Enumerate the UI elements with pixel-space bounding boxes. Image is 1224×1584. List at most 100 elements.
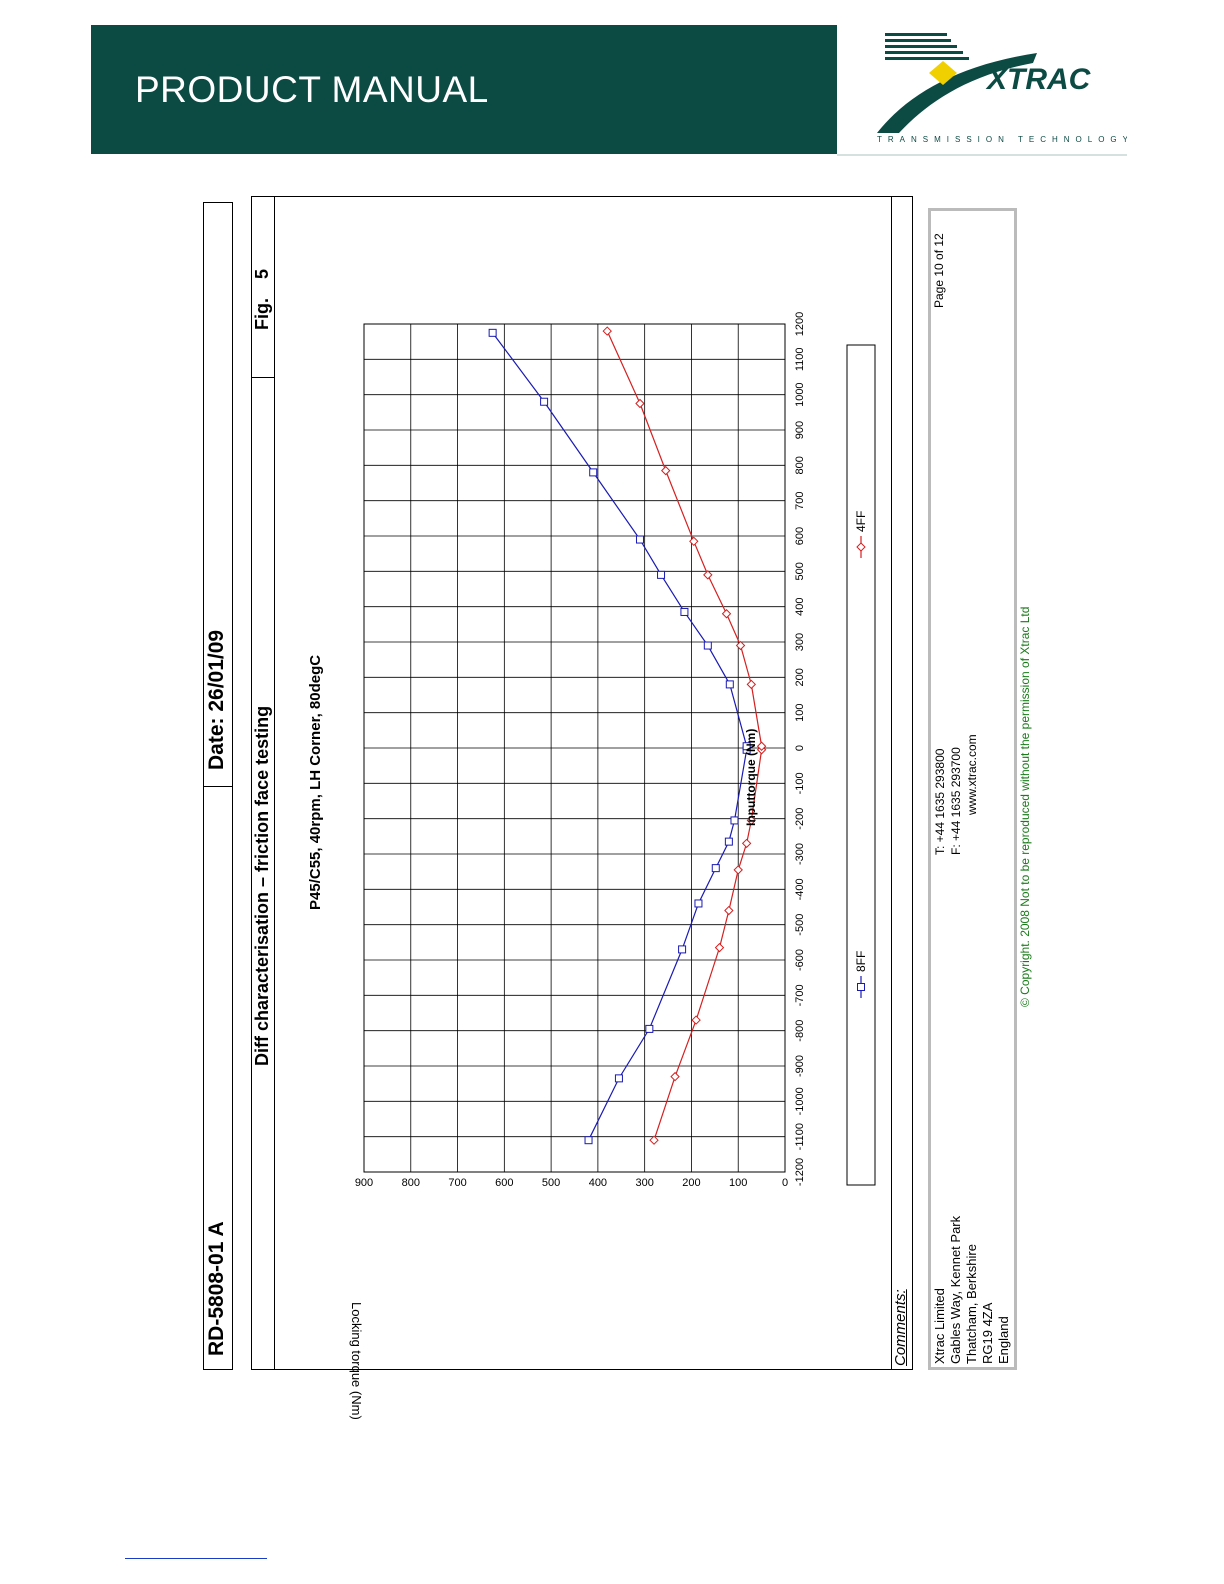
y-tick-label: 400: [589, 1177, 607, 1189]
data-point-4FF: [602, 326, 612, 336]
data-point-8FF: [680, 607, 689, 616]
footer-web: www.xtrac.com: [965, 734, 979, 815]
footer-contact: T: +44 1635 293800 F: +44 1635 293700 ww…: [932, 734, 980, 855]
data-point-4FF: [635, 398, 645, 409]
y-tick-label: 900: [355, 1177, 373, 1189]
y-tick-label: 800: [402, 1177, 420, 1189]
x-tick-label: 300: [794, 633, 806, 651]
xtrac-logo-graphic: XTRAC TRANSMISSION TECHNOLOGY: [877, 33, 1127, 144]
x-tick-label: -1000: [794, 1087, 806, 1115]
data-point-4FF: [670, 1071, 680, 1082]
comments-line: [891, 196, 892, 1370]
x-tick-label: -1100: [794, 1123, 806, 1150]
chart-series: [488, 326, 767, 1145]
x-tick-label: 800: [794, 456, 806, 474]
chart-xlabel: Inputtorque (Nm): [744, 728, 758, 826]
data-point-4FF: [735, 640, 746, 651]
banner-title: PRODUCT MANUAL: [135, 69, 489, 110]
data-point-8FF: [589, 468, 598, 477]
chart-ylabel: Locking torque (Nm): [349, 1302, 364, 1420]
footer-page: Page 10 of 12: [932, 233, 946, 308]
y-tick-label: 0: [782, 1177, 788, 1189]
logo-diamond: [929, 61, 957, 85]
x-tick-label: 900: [794, 421, 806, 439]
data-point-8FF: [742, 742, 751, 751]
chart-title: P45/C55, 40rpm, LH Corner, 80degC: [307, 654, 324, 910]
data-point-4FF: [689, 536, 699, 547]
address-line: Thatcham, Berkshire: [964, 1244, 979, 1364]
data-point-8FF: [724, 837, 733, 846]
x-tick-label: -300: [794, 843, 806, 865]
legend-marker-4FF: [856, 542, 866, 552]
data-point-4FF: [724, 905, 734, 916]
data-point-8FF: [730, 816, 739, 825]
x-tick-label: -600: [794, 949, 806, 971]
fig-number: 5: [252, 268, 272, 279]
address-line: Xtrac Limited: [932, 1288, 947, 1364]
data-point-4FF: [741, 838, 752, 849]
x-tick-label: 200: [794, 668, 806, 686]
chart-legend: 8FF 4FF: [854, 511, 868, 998]
logo-tagline: TRANSMISSION TECHNOLOGY: [877, 135, 1127, 144]
x-tick-label: 0: [794, 745, 806, 751]
y-tick-label: 500: [542, 1177, 560, 1189]
x-tick-label: -500: [794, 914, 806, 936]
address-line: England: [996, 1316, 1011, 1364]
data-point-4FF: [661, 465, 671, 476]
data-point-8FF: [645, 1024, 654, 1033]
data-point-4FF: [746, 679, 757, 690]
data-point-4FF: [746, 815, 757, 826]
x-tick-label: 1100: [794, 348, 806, 372]
y-tick-label: 300: [635, 1177, 653, 1189]
x-tick-label: -1200: [794, 1158, 806, 1186]
data-point-8FF: [540, 397, 549, 406]
x-tick-label: 600: [794, 527, 806, 545]
chart-grid: -1200-1100-1000-900-800-700-600-500-400-…: [355, 312, 806, 1189]
data-point-4FF: [691, 1015, 701, 1025]
data-point-4FF: [733, 865, 743, 875]
data-point-8FF: [703, 641, 712, 650]
footer-fax: F: +44 1635 293700: [949, 747, 963, 855]
x-tick-label: 1200: [794, 312, 806, 336]
y-tick-label: 200: [682, 1177, 700, 1189]
x-tick-label: -100: [794, 772, 806, 794]
data-point-8FF: [584, 1136, 593, 1145]
footer-rule: [125, 1558, 267, 1559]
data-point-8FF: [614, 1074, 623, 1083]
footer-copyright: © Copyright. 2008 Not to be reproduced w…: [1018, 606, 1032, 1007]
x-tick-label: -800: [794, 1020, 806, 1042]
x-tick-label: 100: [794, 703, 806, 721]
doc-number: RD-5808-01 A: [205, 1221, 228, 1356]
test-sheet: RD-5808-01 A Date: 26/01/09 Diff charact…: [203, 195, 1032, 1420]
legend-label-8FF: 8FF: [854, 951, 868, 972]
doc-header-divider: [203, 786, 233, 787]
xtrac-logo: XTRAC TRANSMISSION TECHNOLOGY: [837, 25, 1127, 156]
legend-label-4FF: 4FF: [854, 511, 868, 532]
data-point-8FF: [657, 570, 666, 579]
data-point-8FF: [635, 535, 644, 544]
x-tick-label: 1000: [794, 382, 806, 406]
legend-marker-8FF: [857, 983, 865, 991]
x-tick-label: 700: [794, 491, 806, 509]
data-point-4FF: [756, 741, 767, 751]
y-tick-label: 100: [729, 1177, 747, 1189]
x-tick-label: -200: [794, 808, 806, 830]
y-tick-label: 600: [495, 1177, 513, 1189]
data-point-8FF: [694, 899, 703, 908]
x-tick-label: 400: [794, 597, 806, 615]
x-tick-label: -400: [794, 878, 806, 900]
data-point-4FF: [714, 942, 725, 953]
data-point-8FF: [711, 864, 720, 873]
x-tick-label: -900: [794, 1055, 806, 1077]
x-tick-label: -700: [794, 984, 806, 1006]
doc-date: Date: 26/01/09: [205, 629, 228, 770]
fig-label: Fig. 5: [252, 269, 273, 330]
data-point-8FF: [678, 945, 687, 954]
footer-address: Xtrac Limited Gables Way, Kennet Park Th…: [932, 1216, 1012, 1364]
x-tick-label: 500: [794, 562, 806, 580]
data-point-4FF: [721, 609, 732, 619]
address-line: RG19 4ZA: [980, 1302, 995, 1364]
logo-wordmark: XTRAC: [985, 63, 1092, 96]
data-point-4FF: [649, 1135, 659, 1145]
fig-divider: [251, 377, 275, 378]
